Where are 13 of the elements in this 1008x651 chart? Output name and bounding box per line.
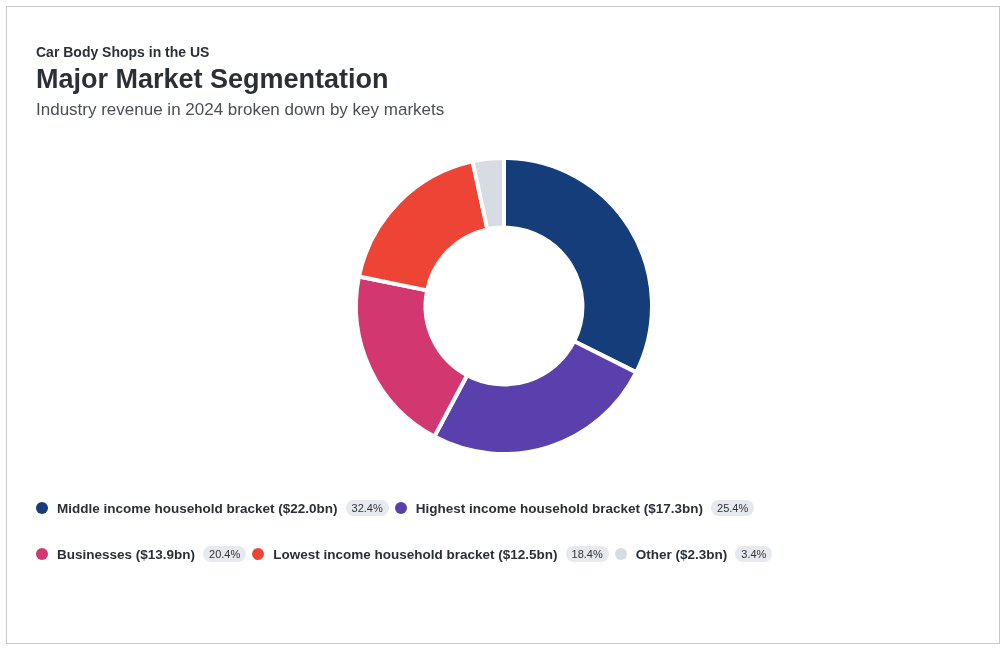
chart-subtitle: Industry revenue in 2024 broken down by key markets	[36, 100, 445, 120]
text: Car Body Shops in the US	[36, 44, 210, 60]
legend-label: Highest income household bracket ($17.3bn)	[415, 500, 704, 516]
data-label: 32.4%	[345, 500, 389, 516]
data-label: 18.4%	[565, 546, 609, 562]
legend-label: Other ($2.3bn)	[635, 546, 728, 562]
legend-label: Businesses ($13.9bn)	[57, 546, 196, 562]
legend-label: Middle income household bracket ($22.0bn)	[57, 500, 338, 516]
data-label: 3.4%	[735, 546, 773, 562]
data-label: 20.4%	[203, 546, 247, 562]
legend-label: Lowest income household bracket ($12.5bn)	[273, 546, 558, 562]
chart-title: Major Market Segmentation	[36, 64, 389, 95]
data-label: 25.4%	[711, 500, 755, 516]
